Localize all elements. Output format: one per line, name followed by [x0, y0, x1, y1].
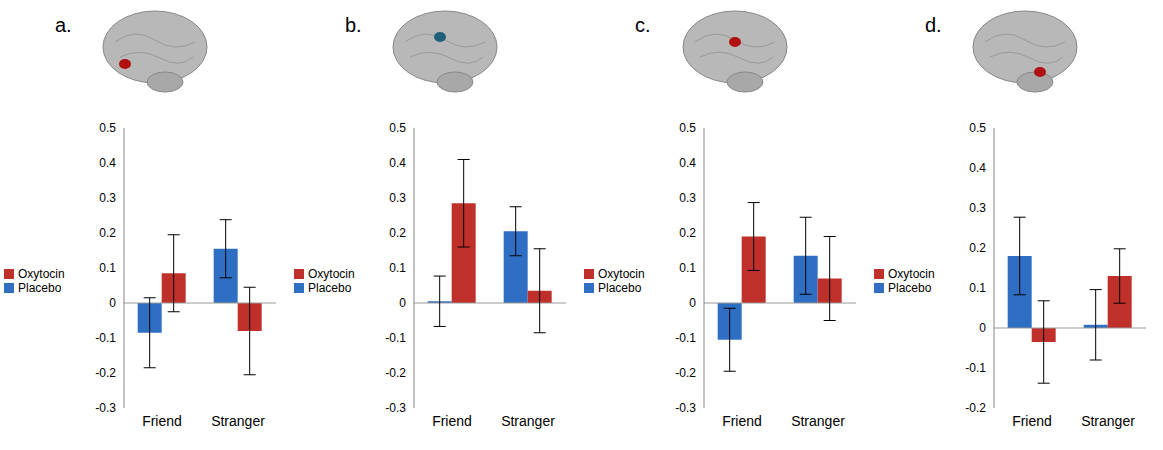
svg-text:Stranger: Stranger: [791, 413, 845, 429]
svg-text:0.2: 0.2: [389, 226, 406, 240]
svg-text:Friend: Friend: [722, 413, 762, 429]
html-text:a.: a.: [55, 14, 72, 36]
svg-text:-0.2: -0.2: [675, 366, 696, 380]
svg-text:-0.3: -0.3: [675, 401, 696, 415]
svg-text:0.4: 0.4: [969, 161, 986, 175]
html-text:Placebo: Placebo: [308, 280, 352, 295]
svg-text:0.1: 0.1: [99, 261, 116, 275]
svg-text:-0.3: -0.3: [95, 401, 116, 415]
html-text:Placebo: Placebo: [888, 280, 932, 295]
svg-text:-0.1: -0.1: [965, 361, 986, 375]
svg-text:0.3: 0.3: [389, 191, 406, 205]
svg-text:0.2: 0.2: [679, 226, 696, 240]
svg-text:-0.1: -0.1: [675, 331, 696, 345]
svg-text:0.2: 0.2: [99, 226, 116, 240]
svg-text:-0.3: -0.3: [385, 401, 406, 415]
svg-text:Stranger: Stranger: [211, 413, 265, 429]
html-text:Placebo: Placebo: [598, 280, 642, 295]
html-text:Placebo: Placebo: [18, 280, 62, 295]
html-text:Oxytocin: Oxytocin: [888, 266, 935, 281]
svg-text:0: 0: [689, 296, 696, 310]
svg-text:0.4: 0.4: [389, 156, 406, 170]
svg-text:0.3: 0.3: [969, 201, 986, 215]
html-text:Oxytocin: Oxytocin: [18, 266, 65, 281]
svg-text:Friend: Friend: [1012, 413, 1052, 429]
svg-text:0.3: 0.3: [99, 191, 116, 205]
svg-text:0.3: 0.3: [679, 191, 696, 205]
html-text:b.: b.: [345, 14, 362, 36]
svg-text:-0.2: -0.2: [965, 401, 986, 415]
svg-text:0.1: 0.1: [969, 281, 986, 295]
svg-text:Stranger: Stranger: [501, 413, 555, 429]
html-text:Oxytocin: Oxytocin: [598, 266, 645, 281]
svg-text:0.5: 0.5: [389, 121, 406, 135]
svg-text:0.2: 0.2: [969, 241, 986, 255]
svg-text:-0.2: -0.2: [385, 366, 406, 380]
svg-text:0.1: 0.1: [679, 261, 696, 275]
svg-text:0.4: 0.4: [99, 156, 116, 170]
html-text:d.: d.: [925, 14, 942, 36]
html-text:Oxytocin: Oxytocin: [308, 266, 355, 281]
svg-text:0.4: 0.4: [679, 156, 696, 170]
svg-text:0.5: 0.5: [99, 121, 116, 135]
svg-text:-0.2: -0.2: [95, 366, 116, 380]
svg-text:0.5: 0.5: [679, 121, 696, 135]
svg-text:-0.1: -0.1: [95, 331, 116, 345]
svg-text:0.1: 0.1: [389, 261, 406, 275]
svg-text:0: 0: [109, 296, 116, 310]
svg-text:Friend: Friend: [142, 413, 182, 429]
svg-text:Friend: Friend: [432, 413, 472, 429]
html-text:c.: c.: [635, 14, 651, 36]
svg-text:-0.1: -0.1: [385, 331, 406, 345]
svg-text:0.5: 0.5: [969, 121, 986, 135]
svg-text:Stranger: Stranger: [1081, 413, 1135, 429]
svg-text:0: 0: [399, 296, 406, 310]
svg-text:0: 0: [979, 321, 986, 335]
